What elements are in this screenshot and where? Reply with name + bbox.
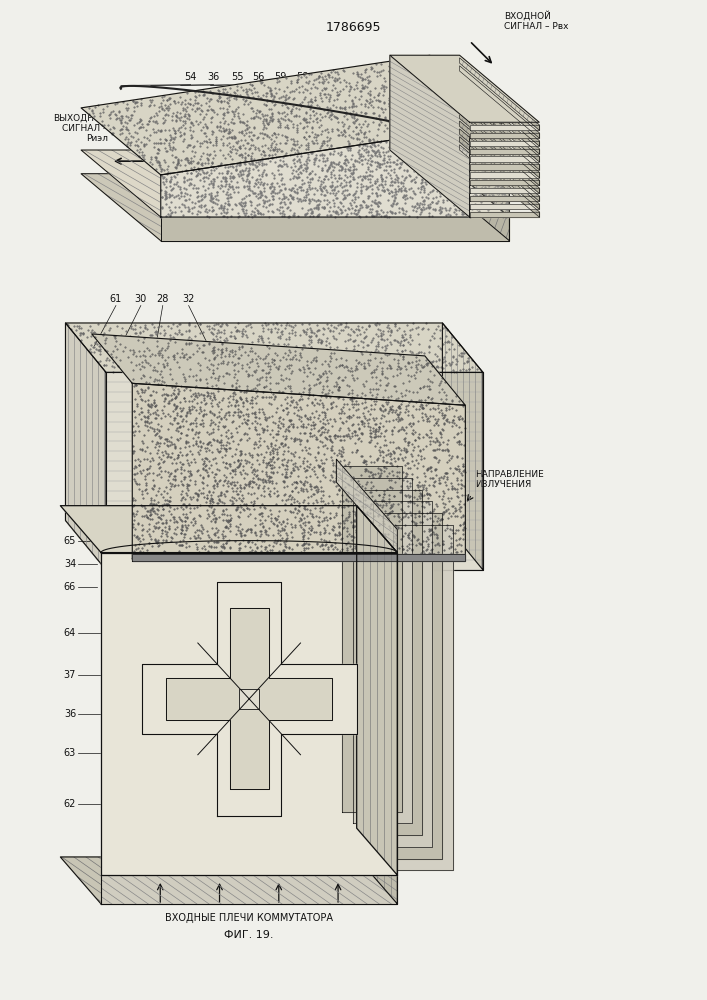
Text: 59: 59 [274, 72, 286, 82]
Polygon shape [166, 608, 332, 789]
Polygon shape [390, 55, 539, 122]
Text: 63: 63 [64, 748, 76, 758]
Polygon shape [353, 478, 412, 823]
Polygon shape [60, 506, 397, 553]
Text: 30: 30 [135, 294, 147, 304]
Polygon shape [60, 857, 397, 904]
Polygon shape [460, 97, 539, 170]
Text: 32: 32 [182, 294, 195, 304]
Text: ВХОДНЫЕ ПЛЕЧИ КОММУТАТОРА: ВХОДНЫЕ ПЛЕЧИ КОММУТАТОРА [165, 913, 333, 923]
Text: 34: 34 [64, 559, 76, 569]
Polygon shape [460, 66, 539, 138]
Text: ФИГ. 19.: ФИГ. 19. [224, 930, 274, 940]
Polygon shape [460, 82, 539, 154]
Text: 53: 53 [450, 133, 462, 143]
Text: ВЫХОДНЫЕ ПЛЕЧИ КОММУТАТОРА: ВЫХОДНЫЕ ПЛЕЧИ КОММУТАТОРА [216, 441, 378, 450]
Polygon shape [469, 156, 539, 162]
Polygon shape [101, 875, 397, 904]
Polygon shape [132, 554, 465, 561]
Text: 60: 60 [317, 72, 329, 82]
Polygon shape [460, 113, 539, 185]
Polygon shape [469, 204, 539, 209]
Text: 65: 65 [64, 536, 76, 546]
Polygon shape [469, 188, 539, 193]
Polygon shape [460, 89, 539, 162]
Text: 64: 64 [64, 628, 76, 638]
Polygon shape [469, 164, 539, 170]
Text: ВЫХОДНЫЕ ПЛЕЧИ КОММУТАТОРА: ВЫХОДНЫЕ ПЛЕЧИ КОММУТАТОРА [171, 537, 333, 546]
Text: 37: 37 [64, 670, 76, 680]
Polygon shape [373, 501, 432, 847]
Polygon shape [383, 513, 443, 859]
Text: 28: 28 [156, 294, 169, 304]
Polygon shape [337, 459, 397, 553]
Text: ВХОДНОЙ
СИГНАЛ – Рвх: ВХОДНОЙ СИГНАЛ – Рвх [504, 11, 569, 31]
Polygon shape [469, 125, 539, 130]
Text: 36: 36 [207, 72, 220, 82]
Text: ФИГ. 17.: ФИГ. 17. [390, 169, 439, 179]
Text: 55: 55 [231, 72, 244, 82]
Polygon shape [101, 553, 397, 875]
Text: 61: 61 [110, 294, 122, 304]
Text: 1786695: 1786695 [325, 21, 381, 34]
Text: 36: 36 [64, 709, 76, 719]
Text: 58: 58 [296, 72, 308, 82]
Polygon shape [66, 323, 483, 372]
Polygon shape [460, 145, 539, 217]
Polygon shape [81, 150, 509, 217]
Polygon shape [141, 582, 357, 816]
Polygon shape [363, 490, 422, 835]
Text: 62: 62 [64, 799, 76, 809]
Polygon shape [460, 58, 539, 130]
Polygon shape [357, 506, 397, 875]
Polygon shape [460, 137, 539, 209]
Text: 57: 57 [346, 72, 358, 82]
Polygon shape [390, 55, 469, 217]
Polygon shape [66, 520, 483, 570]
Polygon shape [443, 323, 483, 570]
Polygon shape [469, 141, 539, 146]
Polygon shape [469, 212, 539, 217]
Text: ВЫХОДНОЙ
СИГНАЛ –
Риэл: ВЫХОДНОЙ СИГНАЛ – Риэл [53, 113, 108, 143]
Polygon shape [469, 196, 539, 201]
Polygon shape [239, 689, 259, 709]
Polygon shape [393, 525, 452, 870]
Polygon shape [469, 172, 539, 178]
Polygon shape [430, 150, 509, 241]
Polygon shape [106, 372, 483, 570]
Text: НАПРАВЛЕНИЕ
ИЗЛУЧЕНИЯ: НАПРАВЛЕНИЕ ИЗЛУЧЕНИЯ [475, 470, 544, 489]
Polygon shape [469, 149, 539, 154]
Polygon shape [81, 55, 509, 175]
Polygon shape [357, 828, 397, 904]
Polygon shape [460, 121, 539, 193]
Text: 54: 54 [185, 72, 197, 82]
Polygon shape [469, 133, 539, 138]
Polygon shape [81, 174, 509, 241]
Polygon shape [132, 383, 465, 559]
Polygon shape [460, 74, 539, 146]
Polygon shape [342, 466, 402, 812]
Polygon shape [430, 55, 509, 217]
Polygon shape [160, 217, 509, 241]
Text: 66: 66 [64, 582, 76, 592]
Polygon shape [469, 180, 539, 185]
Polygon shape [92, 334, 465, 405]
Polygon shape [160, 122, 509, 217]
Text: 56: 56 [252, 72, 264, 82]
Polygon shape [460, 105, 539, 178]
Polygon shape [460, 129, 539, 201]
Polygon shape [66, 323, 106, 570]
Text: ФИГ. 18.: ФИГ. 18. [106, 576, 156, 586]
